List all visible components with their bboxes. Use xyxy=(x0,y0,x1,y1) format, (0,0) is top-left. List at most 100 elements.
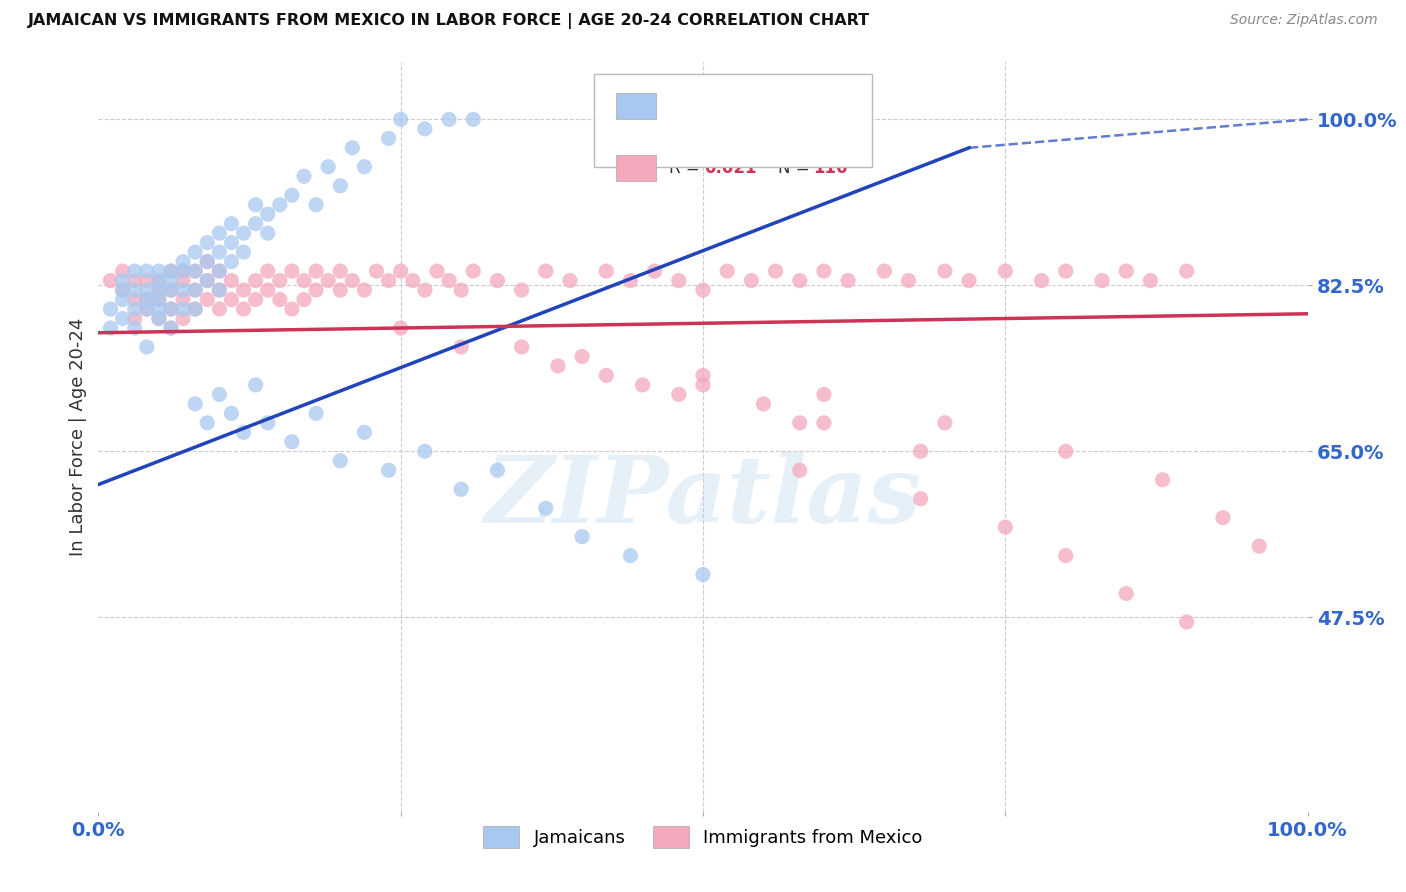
Point xyxy=(160,283,183,297)
Point xyxy=(135,301,157,316)
Point xyxy=(342,141,364,155)
Point xyxy=(160,274,183,288)
Point xyxy=(100,321,122,335)
Point xyxy=(1031,274,1053,288)
Point xyxy=(934,264,956,278)
Point xyxy=(184,264,207,278)
Point xyxy=(281,434,304,449)
Point xyxy=(148,301,170,316)
Point xyxy=(377,131,399,145)
Point xyxy=(316,274,339,288)
Point xyxy=(221,406,243,420)
Point xyxy=(1212,510,1234,524)
Text: R =: R = xyxy=(669,97,706,115)
Point xyxy=(111,283,134,297)
Point xyxy=(184,301,207,316)
Point xyxy=(124,301,146,316)
Text: 82: 82 xyxy=(813,97,837,115)
Point xyxy=(353,160,375,174)
Point xyxy=(934,416,956,430)
Point xyxy=(305,406,328,420)
Point xyxy=(256,226,278,240)
Point xyxy=(619,274,641,288)
Point xyxy=(752,397,775,411)
Point xyxy=(305,264,328,278)
Point xyxy=(910,491,932,506)
Point xyxy=(232,283,254,297)
Point xyxy=(135,283,157,297)
Point xyxy=(111,283,134,297)
Point xyxy=(329,178,352,193)
Point xyxy=(256,416,278,430)
Point xyxy=(160,301,183,316)
Point xyxy=(208,283,231,297)
Point xyxy=(208,264,231,278)
Point xyxy=(208,283,231,297)
Point xyxy=(463,112,485,127)
Point xyxy=(208,245,231,260)
Point xyxy=(111,293,134,307)
Point xyxy=(245,378,267,392)
Point xyxy=(413,283,436,297)
Point xyxy=(486,463,509,477)
Point xyxy=(740,274,762,288)
Point xyxy=(426,264,449,278)
Point xyxy=(245,197,267,211)
Point xyxy=(195,274,218,288)
Point xyxy=(172,283,194,297)
Point xyxy=(148,311,170,326)
Text: 116: 116 xyxy=(813,159,848,177)
Point xyxy=(124,293,146,307)
Point xyxy=(437,274,460,288)
Point xyxy=(413,121,436,136)
Point xyxy=(281,188,304,202)
Point xyxy=(1054,264,1077,278)
Point xyxy=(813,387,835,401)
Point xyxy=(221,217,243,231)
Point xyxy=(437,112,460,127)
Point xyxy=(221,293,243,307)
Point xyxy=(232,301,254,316)
Text: Source: ZipAtlas.com: Source: ZipAtlas.com xyxy=(1230,13,1378,28)
Point xyxy=(135,264,157,278)
FancyBboxPatch shape xyxy=(616,93,657,119)
Point xyxy=(184,283,207,297)
Point xyxy=(353,425,375,440)
Point xyxy=(837,274,859,288)
Point xyxy=(172,293,194,307)
Point xyxy=(195,293,218,307)
Point xyxy=(124,321,146,335)
Point xyxy=(160,264,183,278)
Point xyxy=(292,169,315,184)
Point xyxy=(208,264,231,278)
Point xyxy=(1139,274,1161,288)
Point xyxy=(245,293,267,307)
Point xyxy=(813,264,835,278)
Point xyxy=(389,112,412,127)
Point xyxy=(558,274,581,288)
Point xyxy=(232,245,254,260)
Point xyxy=(1091,274,1114,288)
Point xyxy=(765,264,787,278)
Legend: Jamaicans, Immigrants from Mexico: Jamaicans, Immigrants from Mexico xyxy=(477,819,929,855)
Point xyxy=(450,340,472,354)
Point xyxy=(316,160,339,174)
Point xyxy=(195,416,218,430)
Point xyxy=(644,264,666,278)
Point xyxy=(994,264,1017,278)
Point xyxy=(1152,473,1174,487)
Point xyxy=(269,197,291,211)
Text: R =: R = xyxy=(669,159,706,177)
Point xyxy=(534,501,557,516)
Point xyxy=(232,226,254,240)
Point xyxy=(692,283,714,297)
Text: 0.388: 0.388 xyxy=(704,97,756,115)
Point xyxy=(208,387,231,401)
Point xyxy=(668,387,690,401)
Point xyxy=(184,264,207,278)
Point xyxy=(377,274,399,288)
Point xyxy=(789,274,811,288)
Point xyxy=(1175,615,1198,629)
Point xyxy=(135,293,157,307)
Point xyxy=(329,283,352,297)
